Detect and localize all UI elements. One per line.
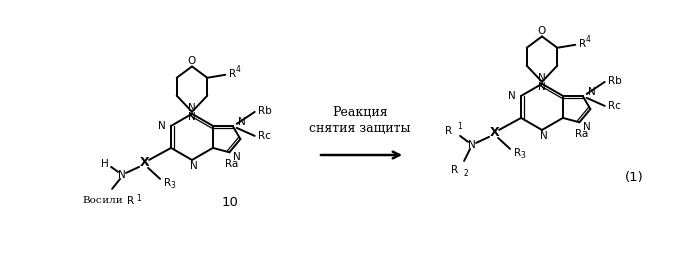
Text: Реакция: Реакция <box>332 105 388 119</box>
Text: N: N <box>118 170 126 180</box>
Text: X: X <box>139 156 149 169</box>
Text: Boc: Boc <box>83 196 102 205</box>
Text: N: N <box>188 103 196 113</box>
Text: N: N <box>538 82 546 92</box>
Text: Rc: Rc <box>258 131 271 141</box>
Text: O: O <box>538 26 546 36</box>
Text: 4: 4 <box>235 65 240 74</box>
Text: снятия защиты: снятия защиты <box>309 122 411 134</box>
Text: N: N <box>190 161 198 171</box>
Text: 1: 1 <box>457 122 462 131</box>
Text: R: R <box>445 126 452 136</box>
Text: Rc: Rc <box>608 101 621 111</box>
Text: Ra: Ra <box>575 129 588 139</box>
Text: N: N <box>583 122 591 132</box>
Text: N: N <box>158 121 166 131</box>
Text: Rb: Rb <box>258 106 272 116</box>
Text: или: или <box>99 196 125 205</box>
Text: N: N <box>188 112 196 122</box>
Text: N: N <box>238 117 246 127</box>
Text: H: H <box>102 159 109 169</box>
Text: O: O <box>188 56 196 67</box>
Text: Rb: Rb <box>608 76 622 86</box>
Text: N: N <box>468 140 476 150</box>
Text: N: N <box>538 73 546 83</box>
Text: N: N <box>508 91 516 101</box>
Text: R: R <box>451 165 458 175</box>
Text: 2: 2 <box>463 169 468 178</box>
Text: 3: 3 <box>520 151 525 161</box>
Text: (1): (1) <box>625 171 644 184</box>
Text: R: R <box>514 148 522 158</box>
Text: R: R <box>580 39 587 49</box>
Text: R: R <box>164 178 172 188</box>
Text: N: N <box>588 87 596 97</box>
Text: 1: 1 <box>136 194 141 204</box>
Text: 3: 3 <box>170 182 175 190</box>
Text: R: R <box>127 196 134 206</box>
Text: X: X <box>489 126 499 140</box>
Text: R: R <box>230 69 237 79</box>
Text: N: N <box>540 131 548 141</box>
Text: N: N <box>233 152 241 162</box>
Text: 10: 10 <box>222 196 239 208</box>
Text: Ra: Ra <box>225 159 238 169</box>
Text: 4: 4 <box>585 35 590 44</box>
